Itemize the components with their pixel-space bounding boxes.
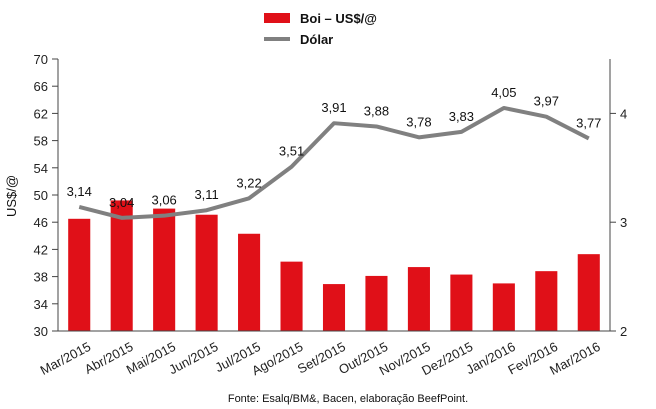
left-tick-label: 62: [34, 106, 48, 121]
x-tick-label: Jun/2015: [166, 339, 220, 377]
left-tick-label: 58: [34, 134, 48, 149]
bar: [407, 267, 430, 331]
dolar-data-label: 3,97: [534, 94, 559, 109]
bar: [577, 254, 600, 331]
left-tick-label: 50: [34, 188, 48, 203]
legend: Boi – US$/@ Dólar: [264, 11, 377, 47]
dolar-data-label: 3,06: [151, 193, 176, 208]
dolar-data-label: 3,88: [364, 103, 389, 118]
left-tick-label: 42: [34, 242, 48, 257]
left-tick-label: 30: [34, 324, 48, 339]
dolar-data-label: 4,05: [491, 85, 516, 100]
dolar-data-label: 3,91: [321, 100, 346, 115]
y-axis-title: US$/@: [4, 175, 19, 217]
dolar-data-label: 3,14: [67, 184, 92, 199]
left-tick-label: 70: [34, 52, 48, 67]
bar: [322, 284, 346, 331]
dolar-line-layer: [78, 105, 590, 220]
legend-swatch-boi: [264, 13, 290, 23]
bar: [450, 274, 473, 331]
left-tick-label: 66: [34, 79, 48, 94]
bars: [68, 200, 600, 331]
dolar-data-label: 3,22: [236, 175, 261, 190]
legend-label-boi: Boi – US$/@: [300, 11, 377, 26]
bar: [238, 233, 261, 331]
x-axis-labels: Mar/2015Abr/2015Mai/2015Jun/2015Jul/2015…: [38, 339, 603, 378]
bar: [68, 218, 91, 331]
bar: [195, 214, 218, 331]
right-tick-label: 2: [620, 324, 627, 339]
bar: [280, 261, 303, 331]
dolar-data-label: 3,11: [194, 187, 218, 202]
left-axis-ticks: 30 34 38 42 46 50 54 58 62 66 70: [34, 52, 58, 339]
left-tick-label: 46: [34, 215, 48, 230]
bar: [110, 200, 133, 331]
right-tick-label: 3: [620, 215, 627, 230]
source-note: Fonte: Esalq/BM&, Bacen, elaboração Beef…: [228, 393, 468, 405]
dolar-data-labels: 3,14 3,04 3,06 3,11 3,22 3,51 3,91 3,88 3,78 3,83…: [67, 85, 602, 210]
bar: [153, 208, 176, 331]
bar: [492, 283, 515, 331]
axes: [57, 59, 611, 332]
right-tick-label: 4: [620, 106, 627, 121]
bar: [365, 275, 388, 331]
legend-label-dolar: Dólar: [300, 32, 333, 47]
left-tick-label: 38: [34, 270, 48, 285]
dolar-data-label: 3,51: [279, 144, 304, 159]
bar: [535, 271, 558, 331]
dolar-data-label: 3,77: [576, 115, 601, 130]
right-axis-ticks: 2 3 4: [610, 106, 627, 339]
left-tick-label: 54: [34, 161, 48, 176]
left-tick-label: 34: [34, 297, 48, 312]
dolar-data-label: 3,78: [406, 114, 431, 129]
dolar-data-label: 3,04: [109, 195, 134, 210]
dolar-data-label: 3,83: [449, 109, 474, 124]
x-tick-label: Mar/2015: [38, 339, 94, 378]
